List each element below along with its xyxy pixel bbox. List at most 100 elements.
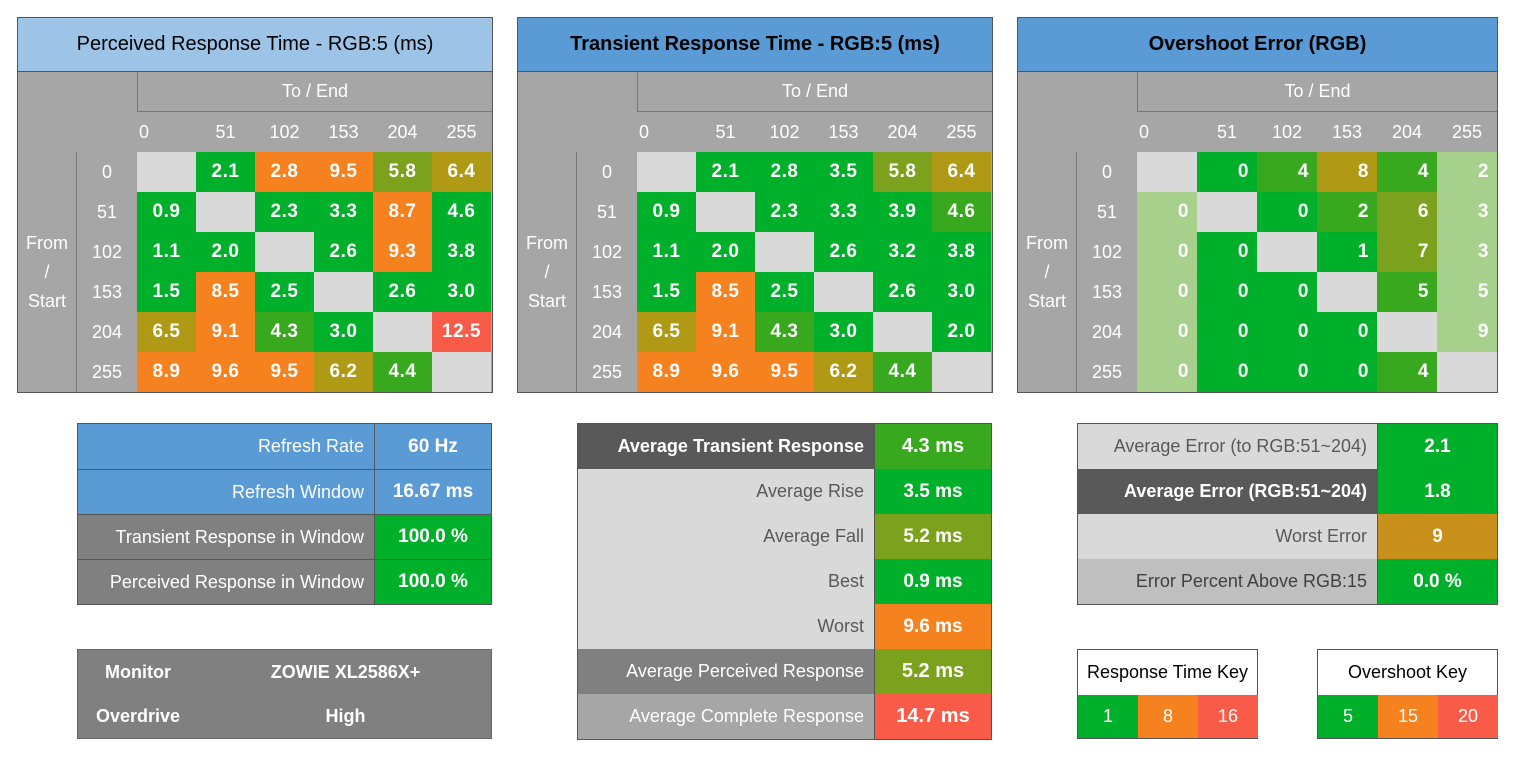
avg-rise-label: Average Rise: [578, 469, 874, 514]
response-key-8: 8: [1138, 695, 1198, 738]
col-header-0: 0: [639, 121, 650, 142]
perceived-response-matrix: Perceived Response Time - RGB:5 (ms) To …: [17, 17, 493, 393]
heatmap-cell-r2-c1: 0: [1197, 232, 1257, 272]
heatmap-cell-r0-c5: 6.4: [932, 152, 991, 192]
col-header-51: 51: [715, 121, 736, 142]
heatmap-cell-r2-c4: 3.2: [873, 232, 932, 272]
perceived-in-window-label: Perceived Response in Window: [78, 559, 374, 604]
heatmap-cell-r1-c4: 3.9: [873, 192, 932, 232]
row-header-102: 102: [591, 241, 623, 262]
heatmap-cell-r2-c0: 0: [1137, 232, 1197, 272]
overshoot-key-5: 5: [1318, 695, 1378, 738]
row-header-0: 0: [101, 161, 112, 182]
heatmap-cell-r1-c3: 2: [1317, 192, 1377, 232]
heatmap-cell-r4-c2: 4.3: [255, 312, 314, 352]
heatmap-cell-r2-c0: 1.1: [637, 232, 696, 272]
heatmap-cell-r1-c0: 0: [1137, 192, 1197, 232]
from-label-line2: /: [1044, 261, 1050, 282]
heatmap-cell-r0-c1: 0: [1197, 152, 1257, 192]
heatmap-cell-r4-c0: 6.5: [637, 312, 696, 352]
row-header-153: 153: [591, 281, 623, 302]
heatmap-cell-r4-c3: 3.0: [814, 312, 873, 352]
worst-error-label: Worst Error: [1078, 514, 1377, 559]
heatmap-cell-r2-c0: 1.1: [137, 232, 196, 272]
heatmap-cell-r2-c5: 3.8: [432, 232, 491, 272]
heatmap-cell-r1-c5: 4.6: [432, 192, 491, 232]
error-percent-row: Error Percent Above RGB:15 0.0 %: [1078, 559, 1497, 604]
row-header-255: 255: [1091, 361, 1123, 382]
overshoot-key-15: 15: [1378, 695, 1438, 738]
heatmap-cell-r3-c4: 5: [1377, 272, 1437, 312]
perceived-in-window-value: 100.0 %: [374, 559, 491, 604]
heatmap-cell-r0-c1: 2.1: [696, 152, 755, 192]
heatmap-cell-r2-c4: 7: [1377, 232, 1437, 272]
heatmap-cell-r5-c0: 0: [1137, 352, 1197, 392]
heatmap-cell-r2-c4: 9.3: [373, 232, 432, 272]
col-header-204: 204: [1391, 121, 1423, 142]
col-header-51: 51: [215, 121, 236, 142]
avg-complete-label: Average Complete Response: [578, 694, 874, 739]
monitor-info-table: Monitor ZOWIE XL2586X+ Overdrive High: [77, 649, 492, 739]
heatmap-cell-r5-c0: 8.9: [637, 352, 696, 392]
row-header-0: 0: [1101, 161, 1112, 182]
overshoot-key-title: Overshoot Key: [1347, 661, 1468, 682]
heatmap-cell-r2-c1: 2.0: [196, 232, 255, 272]
avg-error-label: Average Error (RGB:51~204): [1078, 469, 1377, 514]
refresh-window-label: Refresh Window: [78, 469, 374, 514]
overshoot-key-20: 20: [1438, 695, 1498, 738]
heatmap-cell-r4-c3: 3.0: [314, 312, 373, 352]
from-label-line2: /: [44, 261, 50, 282]
monitor-value: ZOWIE XL2586X+: [270, 661, 421, 682]
avg-error-value: 1.8: [1377, 469, 1497, 514]
from-label-line1: From: [1026, 232, 1068, 253]
col-header-51: 51: [1216, 121, 1238, 142]
heatmap-cell-r0-c3: 9.5: [314, 152, 373, 192]
heatmap-cell-r2-c5: 3: [1437, 232, 1497, 272]
row-header-51: 51: [1096, 201, 1118, 222]
heatmap-cell-r3-c3: [1317, 272, 1377, 312]
avg-error-to-row: Average Error (to RGB:51~204) 2.1: [1078, 424, 1497, 469]
heatmap-cell-r4-c1: 9.1: [196, 312, 255, 352]
col-header-0: 0: [139, 121, 150, 142]
heatmap-cell-r0-c0: [137, 152, 196, 192]
heatmap-cell-r1-c0: 0.9: [137, 192, 196, 232]
avg-fall-label: Average Fall: [578, 514, 874, 559]
transient-response-matrix: Transient Response Time - RGB:5 (ms) To …: [517, 17, 993, 393]
heatmap-cell-r4-c5: 12.5: [432, 312, 491, 352]
transient-in-window-row: Transient Response in Window 100.0 %: [78, 514, 491, 559]
heatmap-cell-r0-c5: 6.4: [432, 152, 491, 192]
heatmap-cell-r2-c1: 2.0: [696, 232, 755, 272]
best-label: Best: [578, 559, 874, 604]
heatmap-cell-r1-c0: 0.9: [637, 192, 696, 232]
heatmap-cell-r1-c4: 6: [1377, 192, 1437, 232]
heatmap-cell-r5-c0: 8.9: [137, 352, 196, 392]
heatmap-cell-r0-c2: 4: [1257, 152, 1317, 192]
row-header-153: 153: [91, 281, 123, 302]
col-header-153: 153: [828, 121, 859, 142]
error-stats-table: Average Error (to RGB:51~204) 2.1 Averag…: [1077, 423, 1498, 605]
col-header-102: 102: [1271, 121, 1303, 142]
error-percent-value: 0.0 %: [1377, 559, 1497, 604]
heatmap-cell-r5-c4: 4.4: [373, 352, 432, 392]
heatmap-cell-r0-c3: 3.5: [814, 152, 873, 192]
heatmap-cell-r5-c1: 0: [1197, 352, 1257, 392]
transient-in-window-value: 100.0 %: [374, 514, 491, 559]
avg-fall-value: 5.2 ms: [874, 514, 991, 559]
heatmap-cell-r3-c2: 0: [1257, 272, 1317, 312]
heatmap-cell-r1-c3: 3.3: [814, 192, 873, 232]
from-label-line1: From: [26, 232, 68, 253]
heatmap-cell-r4-c4: [873, 312, 932, 352]
worst-error-value: 9: [1377, 514, 1497, 559]
from-label-line3: Start: [527, 290, 566, 311]
response-stats-table: Average Transient Response 4.3 ms Averag…: [577, 423, 992, 740]
refresh-table: Refresh Rate 60 Hz Refresh Window 16.67 …: [77, 423, 492, 605]
heatmap-cell-r4-c0: 0: [1137, 312, 1197, 352]
heatmap-cell-r0-c4: 4: [1377, 152, 1437, 192]
heatmap-cell-r4-c0: 6.5: [137, 312, 196, 352]
heatmap-cell-r5-c5: [932, 352, 991, 392]
col-header-102: 102: [769, 121, 800, 142]
heatmap-cell-r3-c1: 8.5: [196, 272, 255, 312]
from-label-line2: /: [544, 261, 550, 282]
heatmap-cell-r0-c0: [1137, 152, 1197, 192]
best-value: 0.9 ms: [874, 559, 991, 604]
